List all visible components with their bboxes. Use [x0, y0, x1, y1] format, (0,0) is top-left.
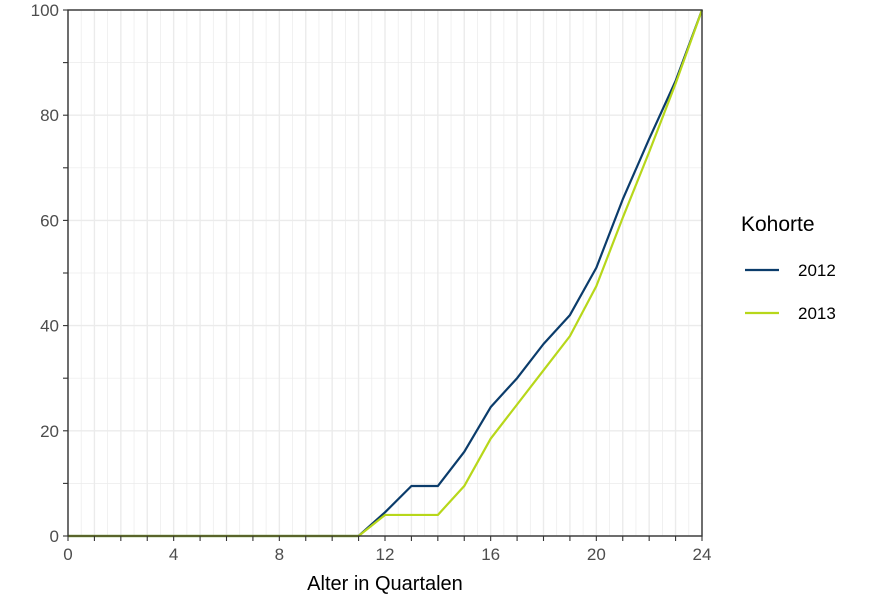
grid-lines [67, 9, 703, 537]
y-tick-label: 60 [40, 211, 59, 230]
y-tick-label: 20 [40, 422, 59, 441]
x-tick-label: 20 [587, 545, 606, 564]
x-axis-title: Alter in Quartalen [307, 573, 463, 595]
x-tick-label: 0 [63, 545, 72, 564]
x-tick-label: 24 [693, 545, 712, 564]
legend-title: Kohorte [741, 213, 815, 236]
x-tick-label: 12 [376, 545, 395, 564]
y-tick-label: 80 [40, 106, 59, 125]
x-tick-label: 4 [169, 545, 178, 564]
legend-label-2012: 2012 [798, 261, 836, 280]
y-tick-label: 0 [50, 527, 59, 546]
legend-label-2013: 2013 [798, 304, 836, 323]
y-tick-label: 100 [31, 1, 59, 20]
y-tick-label: 40 [40, 317, 59, 336]
x-tick-label: 16 [481, 545, 500, 564]
x-tick-label: 8 [275, 545, 284, 564]
axis-ticks: 0 4 8 12 16 20 24 0 20 40 60 80 100 [31, 1, 712, 564]
legend: 2012 2013 [745, 261, 836, 323]
